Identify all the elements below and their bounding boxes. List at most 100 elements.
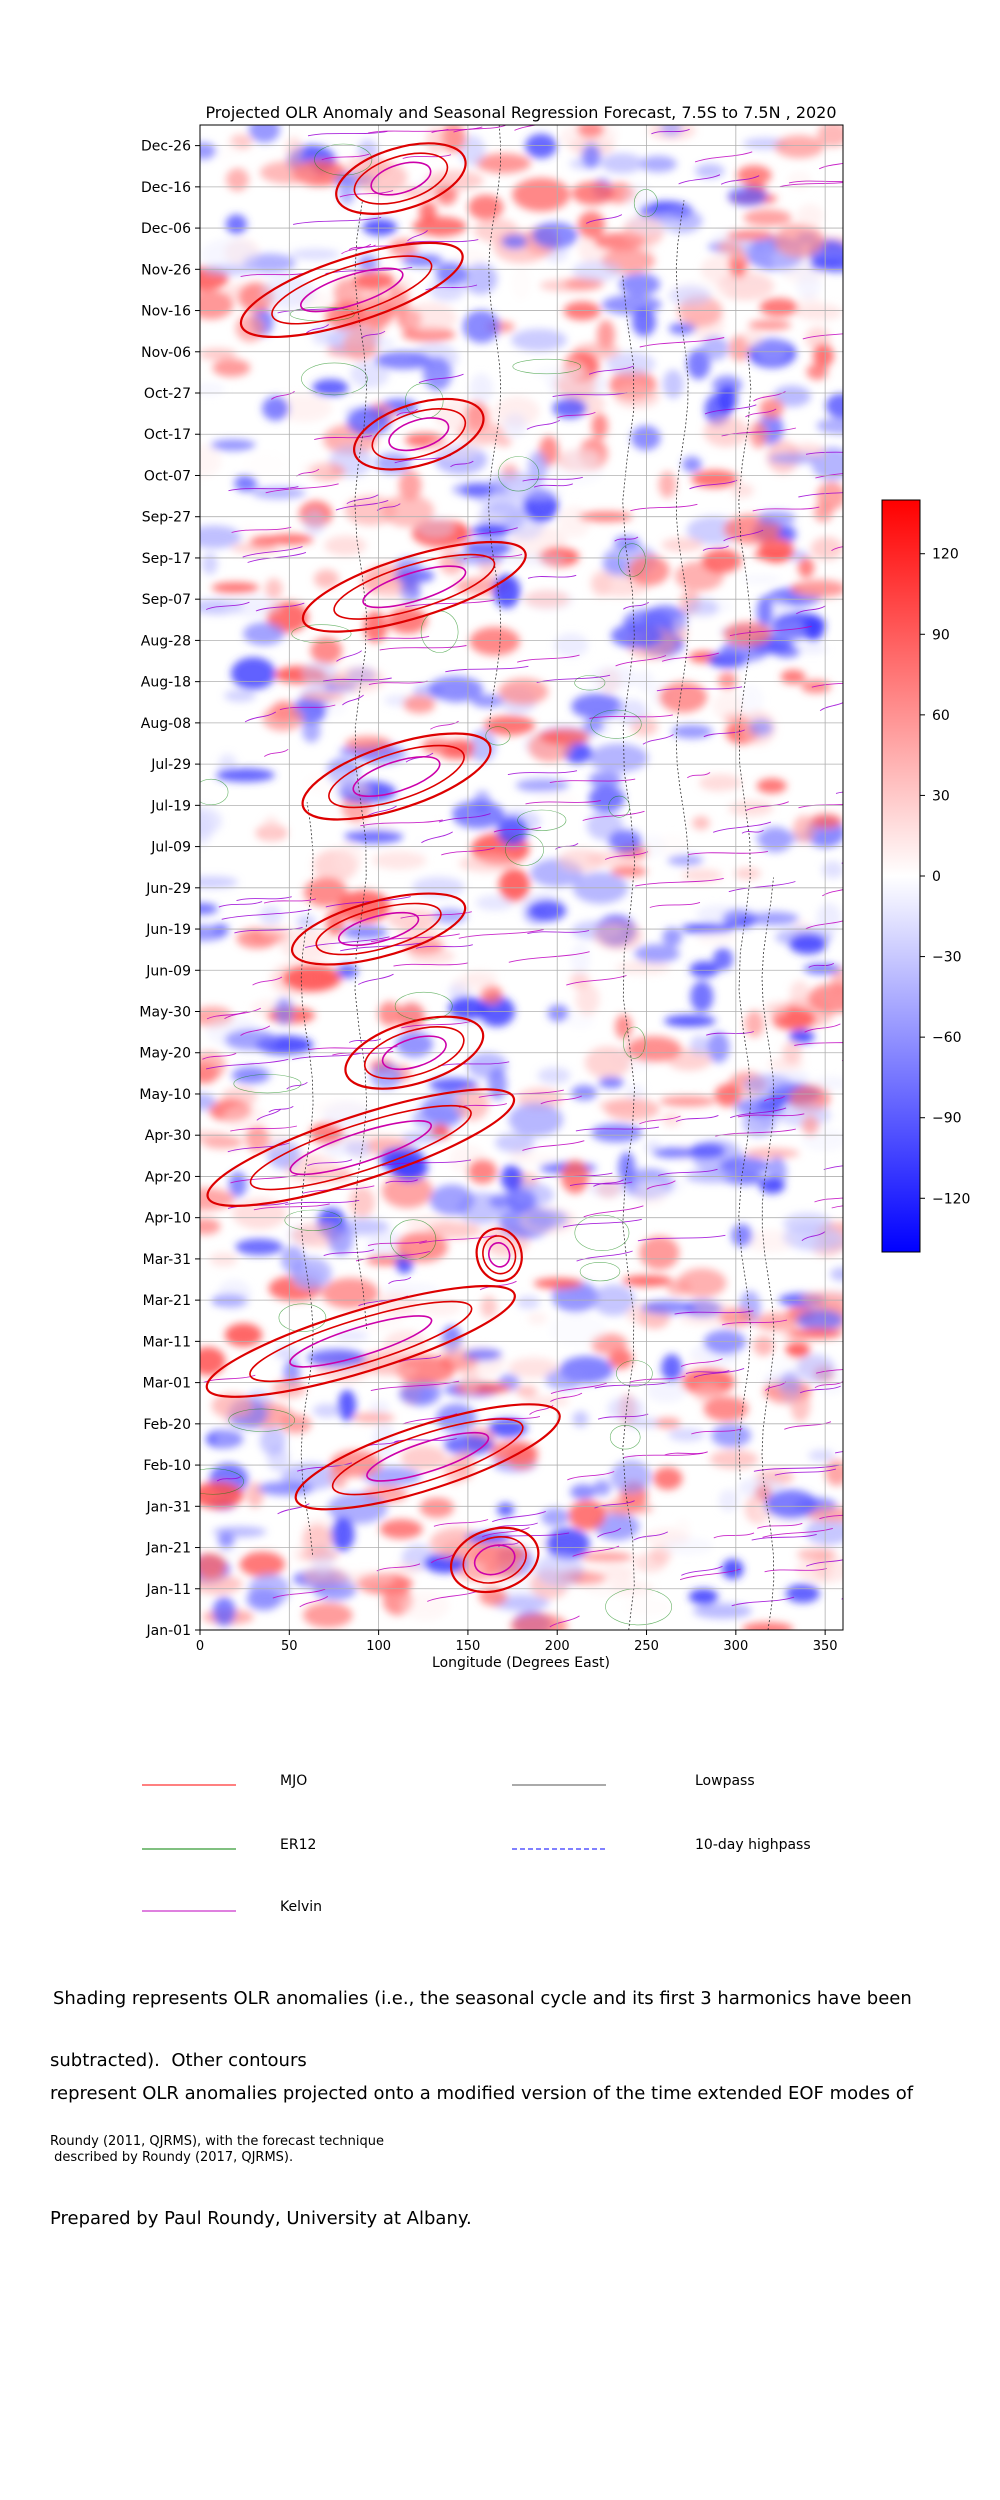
er12-contour	[200, 778, 229, 806]
olr-anomaly-cell	[480, 1296, 498, 1318]
olr-anomaly-cell	[606, 352, 656, 376]
olr-anomaly-cell	[366, 1231, 407, 1263]
olr-anomaly-cell	[471, 694, 503, 708]
x-tick-label: 250	[634, 1639, 659, 1654]
y-tick-label: Nov-26	[141, 262, 191, 278]
olr-anomaly-cell	[394, 568, 435, 584]
olr-anomaly-cell	[610, 866, 648, 877]
olr-anomaly-cell	[357, 254, 379, 272]
olr-anomaly-cell	[200, 1552, 227, 1579]
olr-anomaly-cell	[201, 552, 218, 575]
kelvin-contour	[307, 1159, 353, 1167]
kelvin-contour	[419, 1234, 497, 1244]
kelvin-contour	[576, 1250, 633, 1262]
olr-anomaly-cell	[793, 875, 843, 894]
mjo-contour	[475, 1227, 523, 1283]
colorbar-tick-label: −90	[932, 1111, 962, 1127]
olr-anomaly-cell	[759, 298, 799, 317]
olr-anomaly-cell	[401, 1132, 443, 1143]
kelvin-contour	[656, 686, 743, 692]
olr-anomaly-cell	[765, 1489, 818, 1520]
kelvin-contour	[706, 1031, 754, 1036]
olr-anomaly-cell	[282, 965, 340, 992]
olr-anomaly-cell	[503, 413, 527, 438]
olr-anomaly-cell	[399, 1386, 434, 1404]
kelvin-contour	[388, 1276, 412, 1284]
olr-anomaly-cell	[711, 1423, 752, 1448]
olr-anomaly-cell	[489, 1194, 516, 1209]
mjo-contour	[206, 1088, 516, 1207]
y-tick-label: Dec-06	[141, 221, 191, 237]
olr-anomaly-cell	[423, 356, 452, 391]
kelvin-contour	[346, 494, 379, 504]
mjo-contour	[249, 1104, 472, 1191]
olr-anomaly-cell	[403, 938, 445, 955]
kelvin-contour	[745, 408, 777, 418]
olr-anomaly-cell	[516, 1295, 540, 1309]
olr-anomaly-cell	[741, 574, 782, 585]
olr-anomaly-cell	[817, 125, 843, 148]
olr-anomaly-cell	[570, 943, 590, 976]
olr-anomaly-cell	[571, 693, 623, 720]
y-tick-label: Oct-07	[144, 468, 191, 484]
olr-anomaly-cell	[805, 1507, 843, 1522]
olr-anomaly-cell	[412, 835, 432, 854]
olr-anomaly-cell	[695, 930, 737, 945]
olr-anomaly-cell	[490, 1440, 538, 1464]
olr-anomaly-cell	[744, 1148, 800, 1159]
olr-anomaly-cell	[281, 1245, 305, 1274]
kelvin-contour	[674, 1310, 754, 1315]
er12-contour	[574, 675, 606, 691]
olr-anomaly-cell	[475, 895, 515, 911]
olr-anomaly-cell	[381, 1174, 433, 1209]
grid-lines	[200, 125, 843, 1630]
kelvin-contour	[431, 126, 483, 134]
olr-anomaly-cell	[202, 264, 254, 276]
olr-anomaly-cell	[345, 1140, 372, 1157]
kelvin-contour	[367, 1240, 427, 1247]
er12-contour	[291, 624, 352, 644]
olr-anomaly-cell	[712, 692, 743, 720]
olr-anomaly-cell	[690, 981, 714, 1013]
olr-anomaly-cell	[467, 1159, 497, 1184]
kelvin-contour	[646, 1180, 676, 1190]
olr-anomaly-cell	[692, 1603, 752, 1619]
olr-anomaly-cell	[666, 1279, 691, 1296]
kelvin-contour	[693, 1367, 745, 1378]
kelvin-contour	[493, 826, 542, 833]
olr-anomaly-cell	[230, 542, 282, 554]
kelvin-contour	[552, 392, 628, 398]
olr-anomaly-cell	[796, 1354, 835, 1382]
olr-anomaly-cell	[588, 771, 622, 788]
olr-anomaly-cell	[672, 613, 732, 642]
olr-anomaly-cell	[689, 961, 719, 978]
er12-contour	[233, 1074, 302, 1094]
kelvin-contour	[723, 529, 764, 542]
olr-anomaly-cell	[714, 1083, 742, 1107]
olr-anomaly-cell	[353, 271, 395, 291]
kelvin-contour	[550, 1392, 583, 1402]
legend-label-highpass: 10-day highpass	[695, 1837, 811, 1853]
olr-anomaly-cell	[798, 557, 815, 578]
olr-anomaly-cell	[217, 1279, 252, 1312]
olr-anomaly-cell	[756, 778, 787, 794]
kelvin-contour	[819, 1514, 843, 1520]
kelvin-contour	[206, 601, 250, 610]
kelvin-contour	[614, 536, 639, 542]
kelvin-contour	[763, 1095, 785, 1102]
kelvin-contour	[265, 483, 339, 494]
kelvin-contour	[252, 976, 283, 986]
olr-anomaly-cell	[455, 1087, 489, 1121]
colorbar-tick-label: 0	[932, 869, 941, 885]
kelvin-contour	[688, 850, 768, 856]
kelvin-contour	[277, 1503, 310, 1515]
mjo-contour	[294, 1403, 561, 1511]
olr-anomaly-cell	[498, 678, 549, 705]
olr-anomaly-cell	[243, 1131, 292, 1151]
mjo-contour	[370, 161, 432, 196]
olr-anomaly-cell	[223, 595, 282, 618]
olr-anomaly-cell	[707, 1031, 730, 1063]
kelvin-contour	[751, 1533, 817, 1541]
er12-contour	[616, 1360, 653, 1387]
olr-anomaly-cell	[200, 1347, 226, 1376]
